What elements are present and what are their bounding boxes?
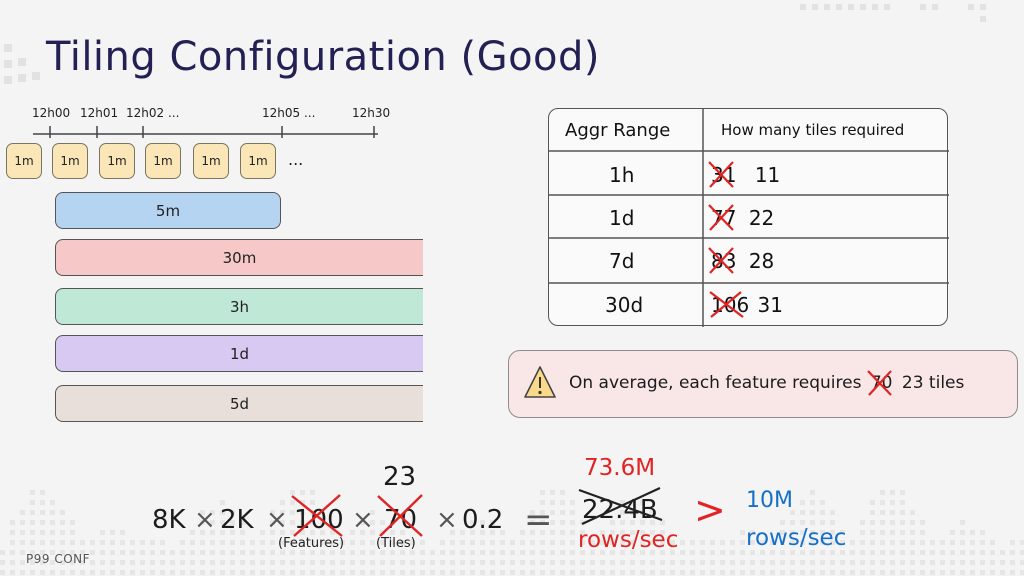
formula-2k: 2K xyxy=(220,505,254,535)
times-sign: × xyxy=(266,505,288,535)
table-cell-range: 7d xyxy=(609,249,635,273)
average-tiles-note: On average, each feature requires 70 23 … xyxy=(508,350,1018,418)
result-old: 22.4B xyxy=(582,495,658,525)
target-unit: rows/sec xyxy=(746,525,847,551)
features-caption: (Features) xyxy=(278,536,345,551)
tiles-caption: (Tiles) xyxy=(376,536,416,551)
times-sign: × xyxy=(352,505,374,535)
equals-sign: = xyxy=(524,500,553,540)
strike-x-icon xyxy=(708,247,734,274)
old-value-struck: 106 xyxy=(709,291,749,318)
tile-1m: 1m xyxy=(240,143,276,179)
strike-x-icon xyxy=(709,291,744,318)
table-grid-lines xyxy=(549,109,949,327)
result-new: 73.6M xyxy=(584,455,656,481)
old-value-struck: 31 xyxy=(708,161,736,188)
tick-label: 12h05 ... xyxy=(262,106,316,120)
conference-footer: P99 CONF xyxy=(26,552,91,566)
tick-label: 12h02 ... xyxy=(126,106,180,120)
tile-bar-5m: 5m xyxy=(55,192,281,229)
formula-tiles-new: 23 xyxy=(383,462,417,492)
note-text: On average, each feature requires 70 23 … xyxy=(569,370,964,396)
strike-x-icon xyxy=(291,494,343,537)
table-cell-tiles: 77 22 xyxy=(708,204,774,231)
table-cell-range: 1h xyxy=(609,163,635,187)
tile-1m: 1m xyxy=(193,143,229,179)
tick-label: 12h30 xyxy=(352,106,391,120)
old-value-struck: 83 xyxy=(708,247,736,274)
tick-label: 12h01 xyxy=(80,106,119,120)
warning-icon xyxy=(524,366,556,398)
times-sign: × xyxy=(436,505,458,535)
tile-bar-3h: 3h xyxy=(55,288,423,325)
strike-x-icon xyxy=(867,370,892,396)
tile-1m: 1m xyxy=(6,143,42,179)
timeline-axis xyxy=(33,126,378,138)
table-header-tiles: How many tiles required xyxy=(721,121,905,139)
table-cell-tiles: 31 11 xyxy=(708,161,780,188)
formula-8k: 8K xyxy=(152,505,186,535)
old-value-struck: 70 xyxy=(867,370,892,396)
formula-factor: 0.2 xyxy=(462,505,504,535)
table-cell-tiles: 106 31 xyxy=(709,291,783,318)
strike-x-icon xyxy=(377,494,423,537)
table-cell-range: 1d xyxy=(609,206,635,230)
strike-x-icon xyxy=(708,161,734,188)
tile-bar-5d: 5d xyxy=(55,385,423,422)
tile-1m: 1m xyxy=(99,143,135,179)
tiles-required-table: Aggr Range How many tiles required 1h 31… xyxy=(548,108,949,327)
tile-1m: 1m xyxy=(52,143,88,179)
table-cell-tiles: 83 28 xyxy=(708,247,774,274)
greater-than-sign: > xyxy=(694,488,726,532)
tile-bar-30m: 30m xyxy=(55,239,423,276)
formula-tiles-old: 70 xyxy=(384,505,418,535)
strike-x-icon xyxy=(708,204,734,231)
times-sign: × xyxy=(194,505,216,535)
old-value-struck: 77 xyxy=(708,204,736,231)
result-unit: rows/sec xyxy=(578,527,679,553)
tile-1m: 1m xyxy=(145,143,181,179)
table-header-range: Aggr Range xyxy=(565,120,671,141)
tick-label: 12h00 xyxy=(32,106,71,120)
tiles-ellipsis: ... xyxy=(288,150,304,169)
tile-bar-1d: 1d xyxy=(55,335,423,372)
table-cell-range: 30d xyxy=(605,293,644,317)
strike-x-icon xyxy=(578,487,663,525)
target-value: 10M xyxy=(746,488,793,513)
slide-title: Tiling Configuration (Good) xyxy=(46,34,601,80)
